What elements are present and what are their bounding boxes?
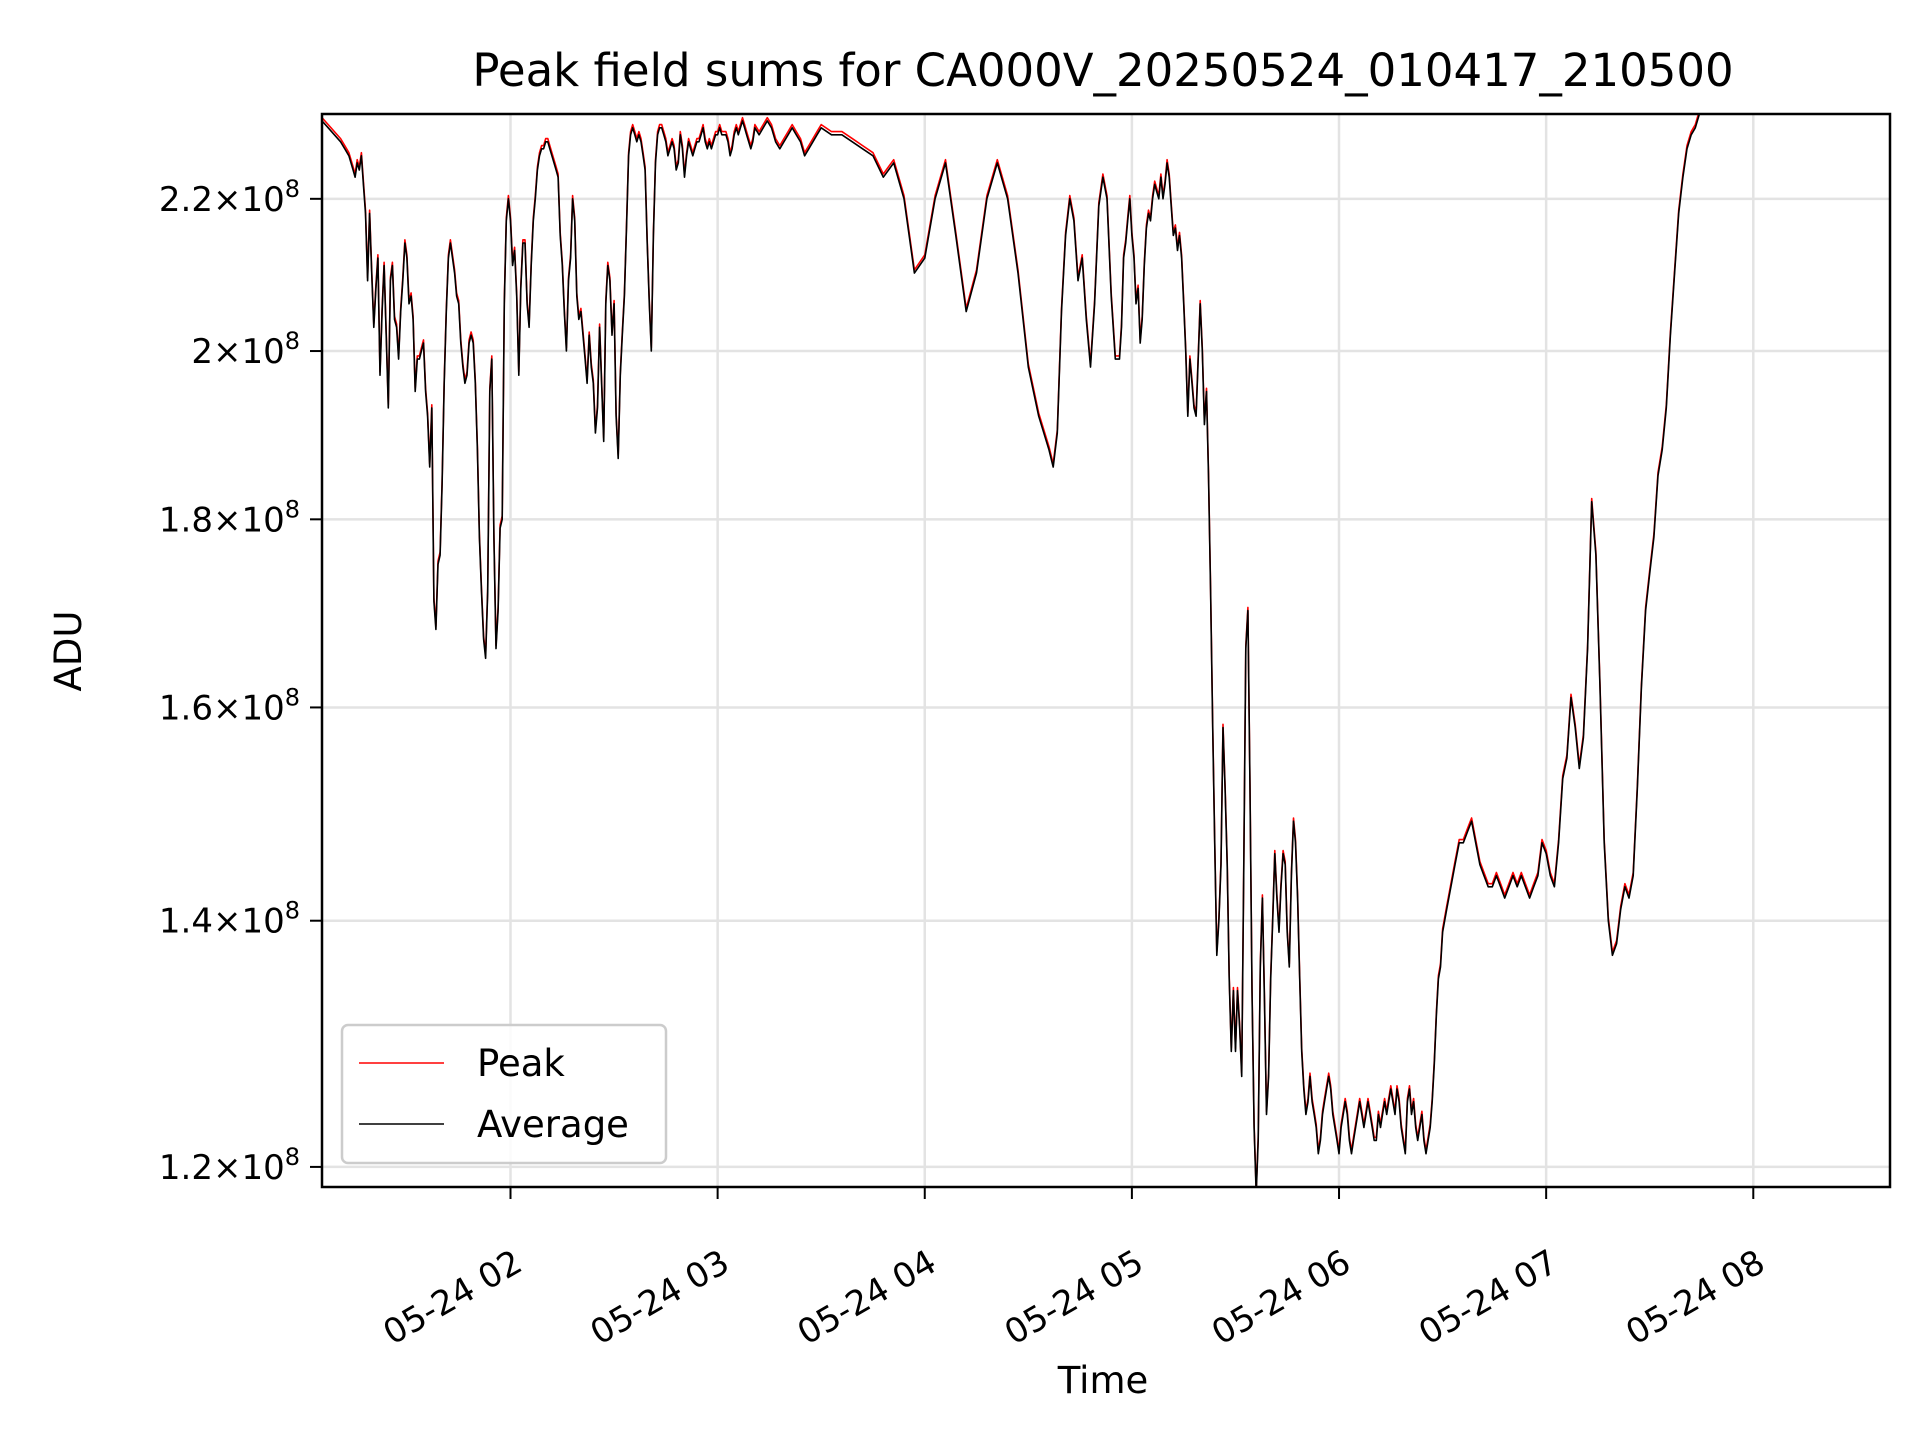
plot-frame	[320, 112, 1892, 1189]
y-tick-label: 2.2×108	[159, 175, 300, 220]
y-tick-label: 2×108	[191, 327, 300, 372]
chart-title: Peak field sums for CA000V_20250524_0104…	[472, 44, 1733, 97]
y-tick-label: 1.4×108	[159, 897, 300, 942]
legend-label-peak: Peak	[477, 1042, 565, 1085]
legend-label-average: Average	[477, 1103, 629, 1146]
y-tick-label: 1.2×108	[159, 1143, 300, 1188]
legend: Peak Average	[340, 1023, 668, 1165]
y-axis-label: ADU	[47, 611, 90, 692]
y-axis: 1.2×108 1.4×108 1.6×108 1.8×108 2×108 2.2×108	[159, 175, 322, 1188]
legend-box	[340, 1023, 668, 1165]
grid	[322, 114, 1890, 1187]
y-tick-label: 1.6×108	[159, 683, 300, 728]
y-tick-label: 1.8×108	[159, 495, 300, 540]
series-layer	[322, 114, 1701, 1187]
series-line-average	[322, 114, 1701, 1187]
x-axis-label: Time	[1057, 1359, 1149, 1402]
